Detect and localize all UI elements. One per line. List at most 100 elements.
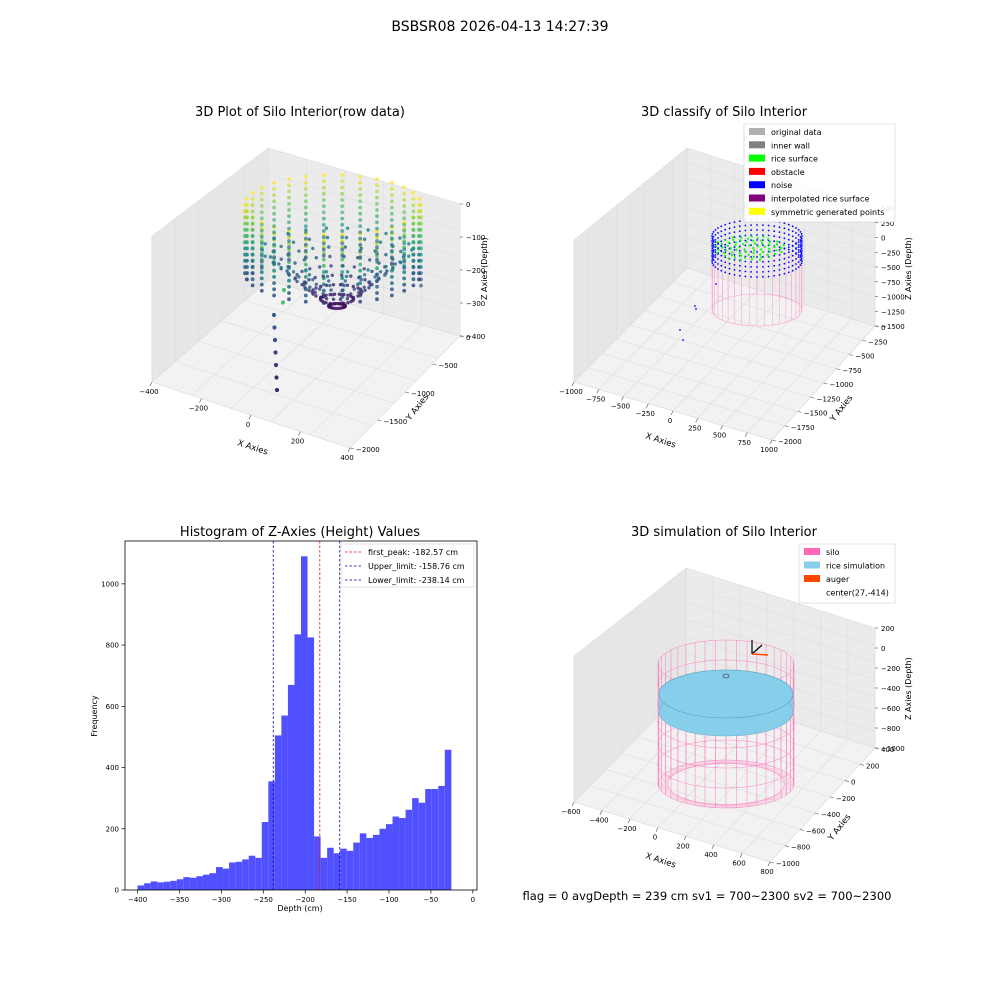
noise-point [799, 241, 802, 243]
noise-point [799, 246, 802, 248]
noise-point [714, 234, 717, 236]
noise-point [797, 256, 800, 258]
raw-point [321, 274, 325, 278]
rice-surface-point [731, 253, 734, 256]
raw-point [303, 193, 308, 198]
raw-point [324, 297, 329, 301]
raw-point [321, 241, 326, 246]
noise-point [750, 256, 752, 258]
raw-point [411, 271, 416, 276]
noise-point [720, 230, 723, 233]
noise-point [791, 235, 794, 238]
noise-point [744, 265, 747, 268]
silo-wire [658, 787, 706, 807]
raw-point [311, 277, 315, 282]
noise-point [720, 240, 723, 243]
raw-point [293, 261, 297, 265]
raw-point [399, 249, 403, 254]
raw-point [366, 228, 370, 232]
chart-classify-3d-y-tick-label: −1250 [817, 395, 841, 403]
silo-ring [657, 739, 795, 789]
noise-point [720, 225, 723, 228]
raw-point [358, 242, 363, 247]
noise-point [773, 269, 776, 272]
noise-point [795, 227, 797, 229]
raw-point [250, 221, 255, 226]
raw-point [287, 291, 291, 295]
raw-point [259, 228, 264, 233]
raw-point [287, 239, 291, 243]
raw-point [287, 297, 291, 302]
raw-point [303, 262, 308, 267]
raw-point [390, 180, 394, 185]
raw-point [411, 215, 416, 220]
raw-point [314, 294, 318, 298]
noise-point [711, 233, 714, 235]
noise-point [733, 259, 736, 261]
noise-point [714, 241, 717, 244]
raw-point [286, 231, 290, 236]
raw-point [351, 295, 355, 300]
noise-point [720, 254, 723, 257]
raw-point [390, 193, 394, 198]
raw-outlier-point [272, 337, 278, 343]
rice-surface-point [752, 255, 756, 258]
raw-outlier-point [274, 375, 279, 380]
noise-point [714, 254, 717, 256]
noise-point [712, 256, 715, 258]
rice-surface-point [758, 258, 762, 261]
raw-point [287, 214, 291, 219]
noise-point [767, 260, 770, 263]
histogram-bar [229, 862, 236, 890]
raw-point [321, 185, 326, 190]
chart-simulation-3d-x-tick-label: −600 [561, 808, 580, 816]
raw-point [245, 203, 249, 207]
raw-point [390, 199, 394, 204]
raw-point [390, 218, 394, 222]
raw-point [321, 288, 326, 293]
raw-point [311, 288, 315, 292]
legend-label: rice surface [771, 155, 818, 164]
raw-point [407, 242, 411, 246]
rice-surface-point [735, 241, 738, 244]
rice-surface-point [768, 243, 771, 246]
chart-classify-3d-x-tick-label: 1000 [760, 446, 778, 454]
raw-point [390, 287, 394, 292]
raw-point [358, 187, 363, 191]
raw-point [407, 254, 411, 258]
noise-point [767, 234, 770, 237]
chart-classify-3d-z-tick-label: −1250 [881, 308, 905, 316]
noise-point [767, 229, 770, 232]
raw-point [259, 253, 264, 258]
raw-point [359, 288, 363, 292]
histogram-bar [392, 816, 400, 890]
raw-point [384, 253, 388, 257]
raw-point [357, 275, 361, 280]
rice-surface-point [715, 244, 718, 248]
noise-point [762, 224, 764, 227]
raw-point [259, 266, 264, 270]
raw-point [419, 283, 423, 288]
rice-surface-point [748, 244, 751, 247]
raw-point [402, 259, 407, 264]
rice-surface-point [753, 249, 756, 252]
rice-surface-point [747, 237, 750, 240]
chart-raw-3d-z-tick-label: −300 [466, 300, 485, 308]
raw-point [358, 174, 363, 179]
noise-point [762, 266, 764, 268]
raw-point [272, 224, 276, 229]
noise-point [712, 239, 715, 242]
noise-point [791, 245, 794, 248]
raw-point [287, 177, 291, 181]
raw-point [324, 301, 328, 305]
raw-point [307, 237, 312, 241]
chart-classify-3d-x-tick-label: −250 [636, 410, 655, 418]
chart-raw-3d-z-tick-label: 0 [466, 201, 470, 209]
noise-point [767, 275, 770, 278]
raw-point [411, 240, 416, 245]
raw-point [302, 258, 306, 262]
raw-point [390, 224, 394, 229]
raw-point [375, 257, 379, 262]
chart-classify-3d-y-tick-label: −1750 [791, 424, 815, 432]
noise-point [787, 251, 790, 254]
